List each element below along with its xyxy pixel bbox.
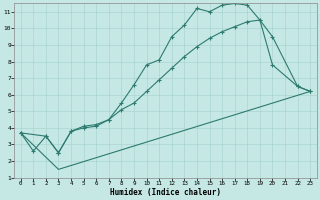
X-axis label: Humidex (Indice chaleur): Humidex (Indice chaleur)	[110, 188, 221, 197]
